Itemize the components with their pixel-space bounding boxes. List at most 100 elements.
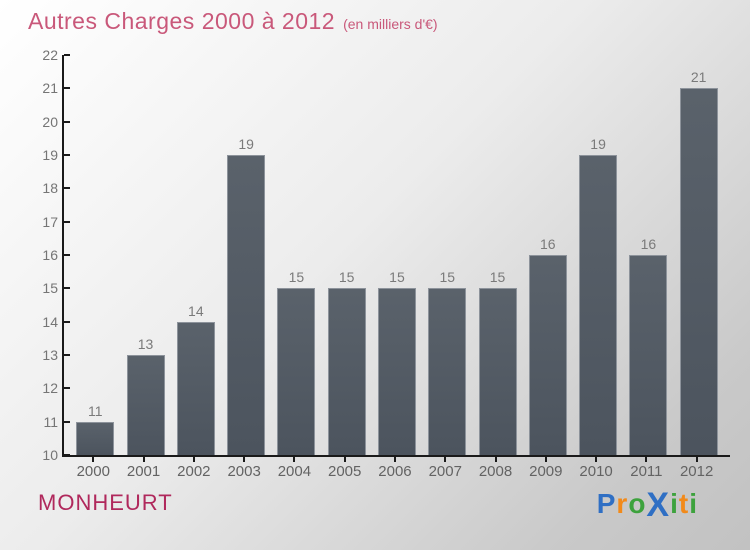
logo-letter: r (616, 488, 629, 519)
bar-value-label: 15 (288, 269, 305, 286)
bar-2012: 21 (679, 69, 718, 455)
y-tick: 16 (42, 247, 70, 263)
x-tick-label: 2003 (227, 463, 261, 480)
y-tick-label: 10 (42, 447, 58, 463)
x-tick-label: 2009 (529, 463, 563, 480)
x-cell: 2006 (376, 457, 414, 480)
bar-value-label: 19 (238, 136, 254, 152)
bar-2011: 16 (629, 236, 668, 455)
x-cell: 2011 (627, 457, 665, 480)
x-tick (544, 457, 547, 462)
x-tick (243, 457, 246, 462)
proxiti-logo[interactable]: ProXiti (597, 486, 698, 525)
bar-value-label: 15 (489, 269, 506, 286)
y-tick-label: 15 (42, 280, 58, 297)
bar-2001: 13 (126, 336, 165, 455)
bar-value-label: 21 (690, 69, 707, 86)
x-tick-label: 2005 (328, 463, 362, 480)
x-tick-label: 2002 (177, 463, 211, 480)
y-tick: 18 (42, 180, 70, 196)
y-tick-label: 21 (42, 80, 58, 97)
x-tick (343, 457, 346, 462)
y-tick-label: 19 (42, 147, 58, 163)
x-tick (92, 457, 95, 462)
x-cell: 2012 (678, 457, 716, 480)
bar-value-label: 16 (540, 236, 556, 252)
x-tick-label: 2010 (579, 463, 613, 480)
x-tick (494, 457, 497, 462)
bar-value-label: 15 (439, 269, 456, 286)
x-tick-label: 2006 (378, 463, 412, 480)
y-tick-label: 17 (42, 213, 58, 230)
y-tick: 17 (42, 214, 70, 230)
location-label: MONHEURT (38, 490, 173, 515)
x-tick (192, 457, 195, 462)
bar-2010: 19 (579, 136, 618, 455)
x-tick-label: 2001 (126, 463, 161, 480)
y-tick-label: 22 (42, 47, 58, 63)
x-tick-label: 2007 (428, 463, 462, 480)
x-tick-label: 2004 (277, 463, 312, 480)
y-tick-label: 13 (42, 347, 58, 363)
x-cell: 2007 (426, 457, 464, 480)
y-tick: 22 (42, 47, 70, 63)
x-tick-label: 2008 (478, 463, 513, 480)
logo-letter: o (628, 488, 647, 519)
y-tick-label: 12 (42, 380, 58, 397)
bar-2005: 15 (327, 269, 366, 455)
bar-2006: 15 (377, 269, 416, 455)
y-tick: 15 (42, 280, 70, 296)
x-tick (393, 457, 396, 462)
bar-2007: 15 (428, 269, 467, 455)
x-cell: 2008 (477, 457, 515, 480)
x-cell: 2001 (125, 457, 163, 480)
bar-value-label: 15 (338, 269, 355, 286)
x-tick-label: 2000 (76, 463, 110, 480)
x-tick (595, 457, 598, 462)
bar-value-label: 13 (137, 336, 154, 352)
bar-2000: 11 (76, 403, 115, 455)
bar-2002: 14 (176, 303, 215, 455)
chart-header: Autres Charges 2000 à 2012 (en milliers d… (28, 8, 438, 35)
chart-title: Autres Charges 2000 à 2012 (28, 8, 336, 34)
y-tick: 10 (42, 447, 70, 463)
x-tick (444, 457, 447, 462)
x-cell: 2000 (74, 457, 112, 480)
chart-subtitle: (en milliers d'€) (343, 16, 438, 32)
y-tick: 13 (42, 347, 70, 363)
bar-2004: 15 (277, 269, 316, 455)
plot-area: 10 11 12 13 14 15 16 17 18 19 20 21 22 11 13 14 19 15 15 1… (42, 47, 730, 463)
logo-letter: i (689, 488, 698, 519)
logo-letter: X (646, 486, 671, 524)
x-cell: 2010 (577, 457, 615, 480)
y-tick-label: 16 (42, 247, 58, 263)
y-tick: 11 (43, 414, 70, 430)
x-tick-label: 2012 (679, 463, 714, 480)
logo-letter: P (596, 488, 617, 519)
logo-letter: i (670, 488, 679, 519)
x-cell: 2004 (275, 457, 313, 480)
x-cell: 2002 (175, 457, 213, 480)
x-cell: 2005 (326, 457, 364, 480)
y-tick: 21 (42, 80, 70, 96)
y-tick: 19 (42, 147, 70, 163)
bar-series: 11 13 14 19 15 15 15 15 15 16 19 16 21 (64, 55, 730, 455)
bar-2009: 16 (528, 236, 567, 455)
x-tick (142, 457, 145, 462)
bar-2008: 15 (478, 269, 517, 455)
x-tick (695, 457, 698, 462)
bar-value-label: 15 (389, 269, 405, 286)
x-tick (645, 457, 648, 462)
y-tick-label: 20 (42, 113, 58, 130)
y-tick: 12 (42, 380, 70, 396)
x-tick-label: 2011 (630, 463, 663, 480)
y-tick-label: 18 (42, 180, 58, 197)
bar-2003: 19 (227, 136, 266, 455)
bar-value-label: 16 (640, 236, 657, 252)
y-tick-label: 11 (43, 413, 58, 430)
x-cell: 2009 (527, 457, 565, 480)
logo-letter: t (678, 488, 690, 519)
x-axis: 2000 2001 2002 2003 2004 2005 2006 2007 2008 2009… (62, 457, 728, 480)
x-tick (293, 457, 296, 462)
